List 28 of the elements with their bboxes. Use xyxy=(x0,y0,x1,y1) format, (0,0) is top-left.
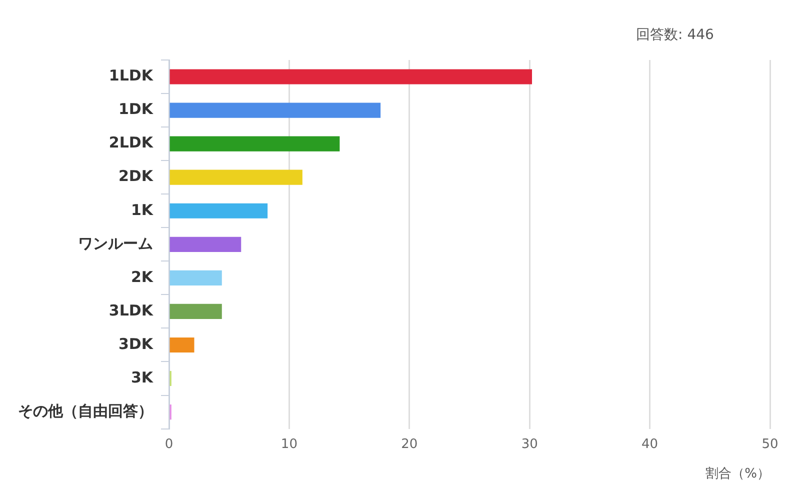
text: 回答数: 446 xyxy=(635,26,715,44)
y-tick-label: 1K xyxy=(130,200,154,219)
bar xyxy=(170,270,222,286)
y-tick-label: 2LDK xyxy=(108,134,154,152)
y-tick-label: 2K xyxy=(130,268,154,286)
y-tick-label: 3LDK xyxy=(108,301,154,320)
bar xyxy=(170,236,242,252)
x-axis-title: 割合（%） xyxy=(706,466,770,482)
x-tick-label: 10 xyxy=(280,436,298,452)
bar xyxy=(170,170,302,185)
bar xyxy=(170,69,532,84)
bar xyxy=(170,102,381,118)
y-tick-label: 1DK xyxy=(118,100,154,118)
y-tick-label: 3DK xyxy=(118,334,154,353)
x-tick-label: 0 xyxy=(164,436,174,452)
y-tick-label: 2DK xyxy=(118,167,154,186)
y-tick-label: その他（自由回答） xyxy=(18,402,153,420)
y-tick-label: 1LDK xyxy=(108,66,154,85)
x-tick-label: 20 xyxy=(401,436,418,452)
bar xyxy=(170,136,340,152)
bar xyxy=(170,304,222,319)
y-tick-label: 3K xyxy=(130,368,154,386)
x-tick-label: 30 xyxy=(521,436,538,452)
y-tick-label: ワンルーム xyxy=(78,234,153,252)
x-tick-label: 40 xyxy=(642,436,658,452)
bar xyxy=(170,337,194,353)
x-tick-label: 50 xyxy=(762,436,778,452)
bar xyxy=(170,203,268,218)
